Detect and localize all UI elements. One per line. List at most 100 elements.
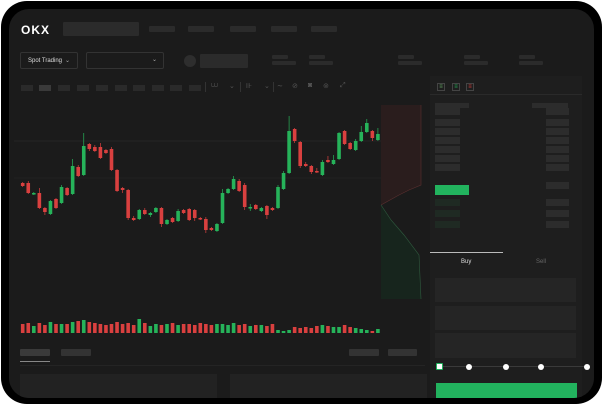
slider-handle[interactable] bbox=[436, 363, 443, 370]
timeframe-button[interactable] bbox=[96, 85, 108, 91]
volume-bar bbox=[376, 329, 380, 333]
candle-body bbox=[248, 207, 253, 209]
slider-step[interactable] bbox=[503, 364, 509, 370]
camera-icon[interactable]: ◙ bbox=[308, 82, 313, 89]
slider-step[interactable] bbox=[466, 364, 472, 370]
bid-price-row[interactable] bbox=[435, 221, 460, 228]
buy-tab-indicator bbox=[430, 252, 503, 253]
stat-label bbox=[519, 55, 535, 59]
volume-bar bbox=[43, 325, 47, 333]
ask-price-row[interactable] bbox=[435, 155, 460, 162]
volume-bar bbox=[65, 324, 69, 333]
nav-item[interactable] bbox=[149, 26, 175, 32]
volume-bar bbox=[159, 325, 164, 333]
volume-bar bbox=[148, 326, 153, 333]
stat-value bbox=[464, 61, 488, 65]
volume-bar bbox=[326, 326, 330, 333]
draw-icon[interactable]: ⊘ bbox=[292, 83, 298, 90]
candle-body bbox=[298, 142, 302, 166]
nav-item[interactable] bbox=[311, 26, 337, 32]
amount-input[interactable] bbox=[435, 306, 576, 330]
nav-item[interactable] bbox=[188, 26, 214, 32]
candle-body bbox=[170, 218, 175, 222]
volume-bar bbox=[220, 324, 225, 333]
indicator-icon[interactable]: ⩊ bbox=[211, 82, 219, 89]
tab-sell[interactable]: Sell bbox=[536, 259, 547, 265]
depth-asks-area bbox=[381, 105, 421, 205]
volume-bar bbox=[309, 328, 314, 333]
price-input[interactable] bbox=[435, 278, 576, 302]
volume-bar bbox=[81, 320, 86, 333]
orderbook-both-icon[interactable]: ≡ bbox=[437, 83, 445, 91]
candlestick-chart[interactable] bbox=[9, 95, 429, 335]
chevron-down-icon[interactable]: ⌄ bbox=[229, 83, 235, 90]
volume-bar bbox=[370, 331, 375, 333]
slider-step[interactable] bbox=[584, 364, 590, 370]
timeframe-button[interactable] bbox=[133, 85, 145, 91]
settings-icon[interactable]: ⊚ bbox=[323, 83, 329, 90]
volume-bar bbox=[54, 324, 58, 333]
order-size bbox=[546, 199, 569, 206]
market-select[interactable]: Spot Trading ⌄ bbox=[20, 52, 78, 69]
orderbook-bids-icon[interactable]: ≡ bbox=[452, 83, 460, 91]
bid-price-row[interactable] bbox=[435, 199, 460, 206]
nav-item[interactable] bbox=[230, 26, 256, 32]
ask-price-row[interactable] bbox=[435, 119, 460, 126]
tab-open-orders[interactable] bbox=[20, 349, 50, 356]
fullscreen-icon[interactable]: ⤢ bbox=[340, 82, 346, 89]
filter-button[interactable] bbox=[349, 349, 379, 356]
slider-track[interactable] bbox=[439, 366, 589, 367]
ask-price-row[interactable] bbox=[435, 164, 460, 171]
timeframe-button[interactable] bbox=[77, 85, 89, 91]
candle-body bbox=[259, 208, 264, 211]
candle-body bbox=[348, 143, 352, 149]
timeframe-button[interactable] bbox=[58, 85, 70, 91]
candle-body bbox=[309, 166, 314, 172]
volume-bar bbox=[59, 324, 64, 333]
divider bbox=[240, 82, 241, 92]
candle-body bbox=[198, 218, 203, 220]
orderbook-asks-icon[interactable]: ≡ bbox=[466, 83, 474, 91]
search-placeholder[interactable] bbox=[63, 22, 139, 36]
timeframe-button[interactable] bbox=[170, 85, 182, 91]
stat-label bbox=[309, 55, 325, 59]
candle-body bbox=[370, 131, 375, 138]
candle-body bbox=[70, 166, 75, 194]
timeframe-button[interactable] bbox=[115, 85, 127, 91]
order-size bbox=[546, 155, 569, 162]
ask-price-row[interactable] bbox=[435, 137, 460, 144]
pair-select[interactable]: ⌄ bbox=[86, 52, 164, 69]
timeframe-button[interactable] bbox=[21, 85, 33, 91]
line-icon[interactable]: ∼ bbox=[277, 83, 283, 90]
timeframe-button[interactable] bbox=[152, 85, 164, 91]
ask-price-row[interactable] bbox=[435, 128, 460, 135]
volume-bar bbox=[337, 327, 341, 333]
candle-body bbox=[137, 210, 142, 219]
depth-asks-line bbox=[380, 105, 422, 206]
volume-bar bbox=[237, 325, 241, 333]
volume-bar bbox=[176, 325, 180, 333]
total-input[interactable] bbox=[435, 333, 576, 358]
volume-bar bbox=[137, 319, 142, 333]
tab-buy[interactable]: Buy bbox=[461, 259, 472, 265]
slider-step[interactable] bbox=[538, 364, 544, 370]
volume-bar bbox=[231, 323, 236, 333]
ask-price-row[interactable] bbox=[435, 108, 460, 115]
stat-label bbox=[272, 55, 288, 59]
nav-item[interactable] bbox=[271, 26, 297, 32]
chevron-down-icon[interactable]: ⌄ bbox=[264, 83, 270, 90]
volume-bar bbox=[298, 328, 302, 333]
tab-history[interactable] bbox=[61, 349, 91, 356]
okx-logo: OKX bbox=[21, 23, 51, 37]
volume-bar bbox=[20, 324, 25, 333]
timeframe-button-active[interactable] bbox=[39, 85, 51, 91]
ask-price-row[interactable] bbox=[435, 146, 460, 153]
chart-type-icon[interactable]: ⊪ bbox=[246, 83, 253, 90]
timeframe-button[interactable] bbox=[189, 85, 201, 91]
candle-body bbox=[192, 210, 197, 218]
bid-price-row[interactable] bbox=[435, 210, 460, 217]
buy-button[interactable] bbox=[436, 383, 577, 398]
candle-body bbox=[176, 211, 180, 221]
filter-button[interactable] bbox=[388, 349, 417, 356]
depth-bids-area bbox=[381, 205, 421, 299]
